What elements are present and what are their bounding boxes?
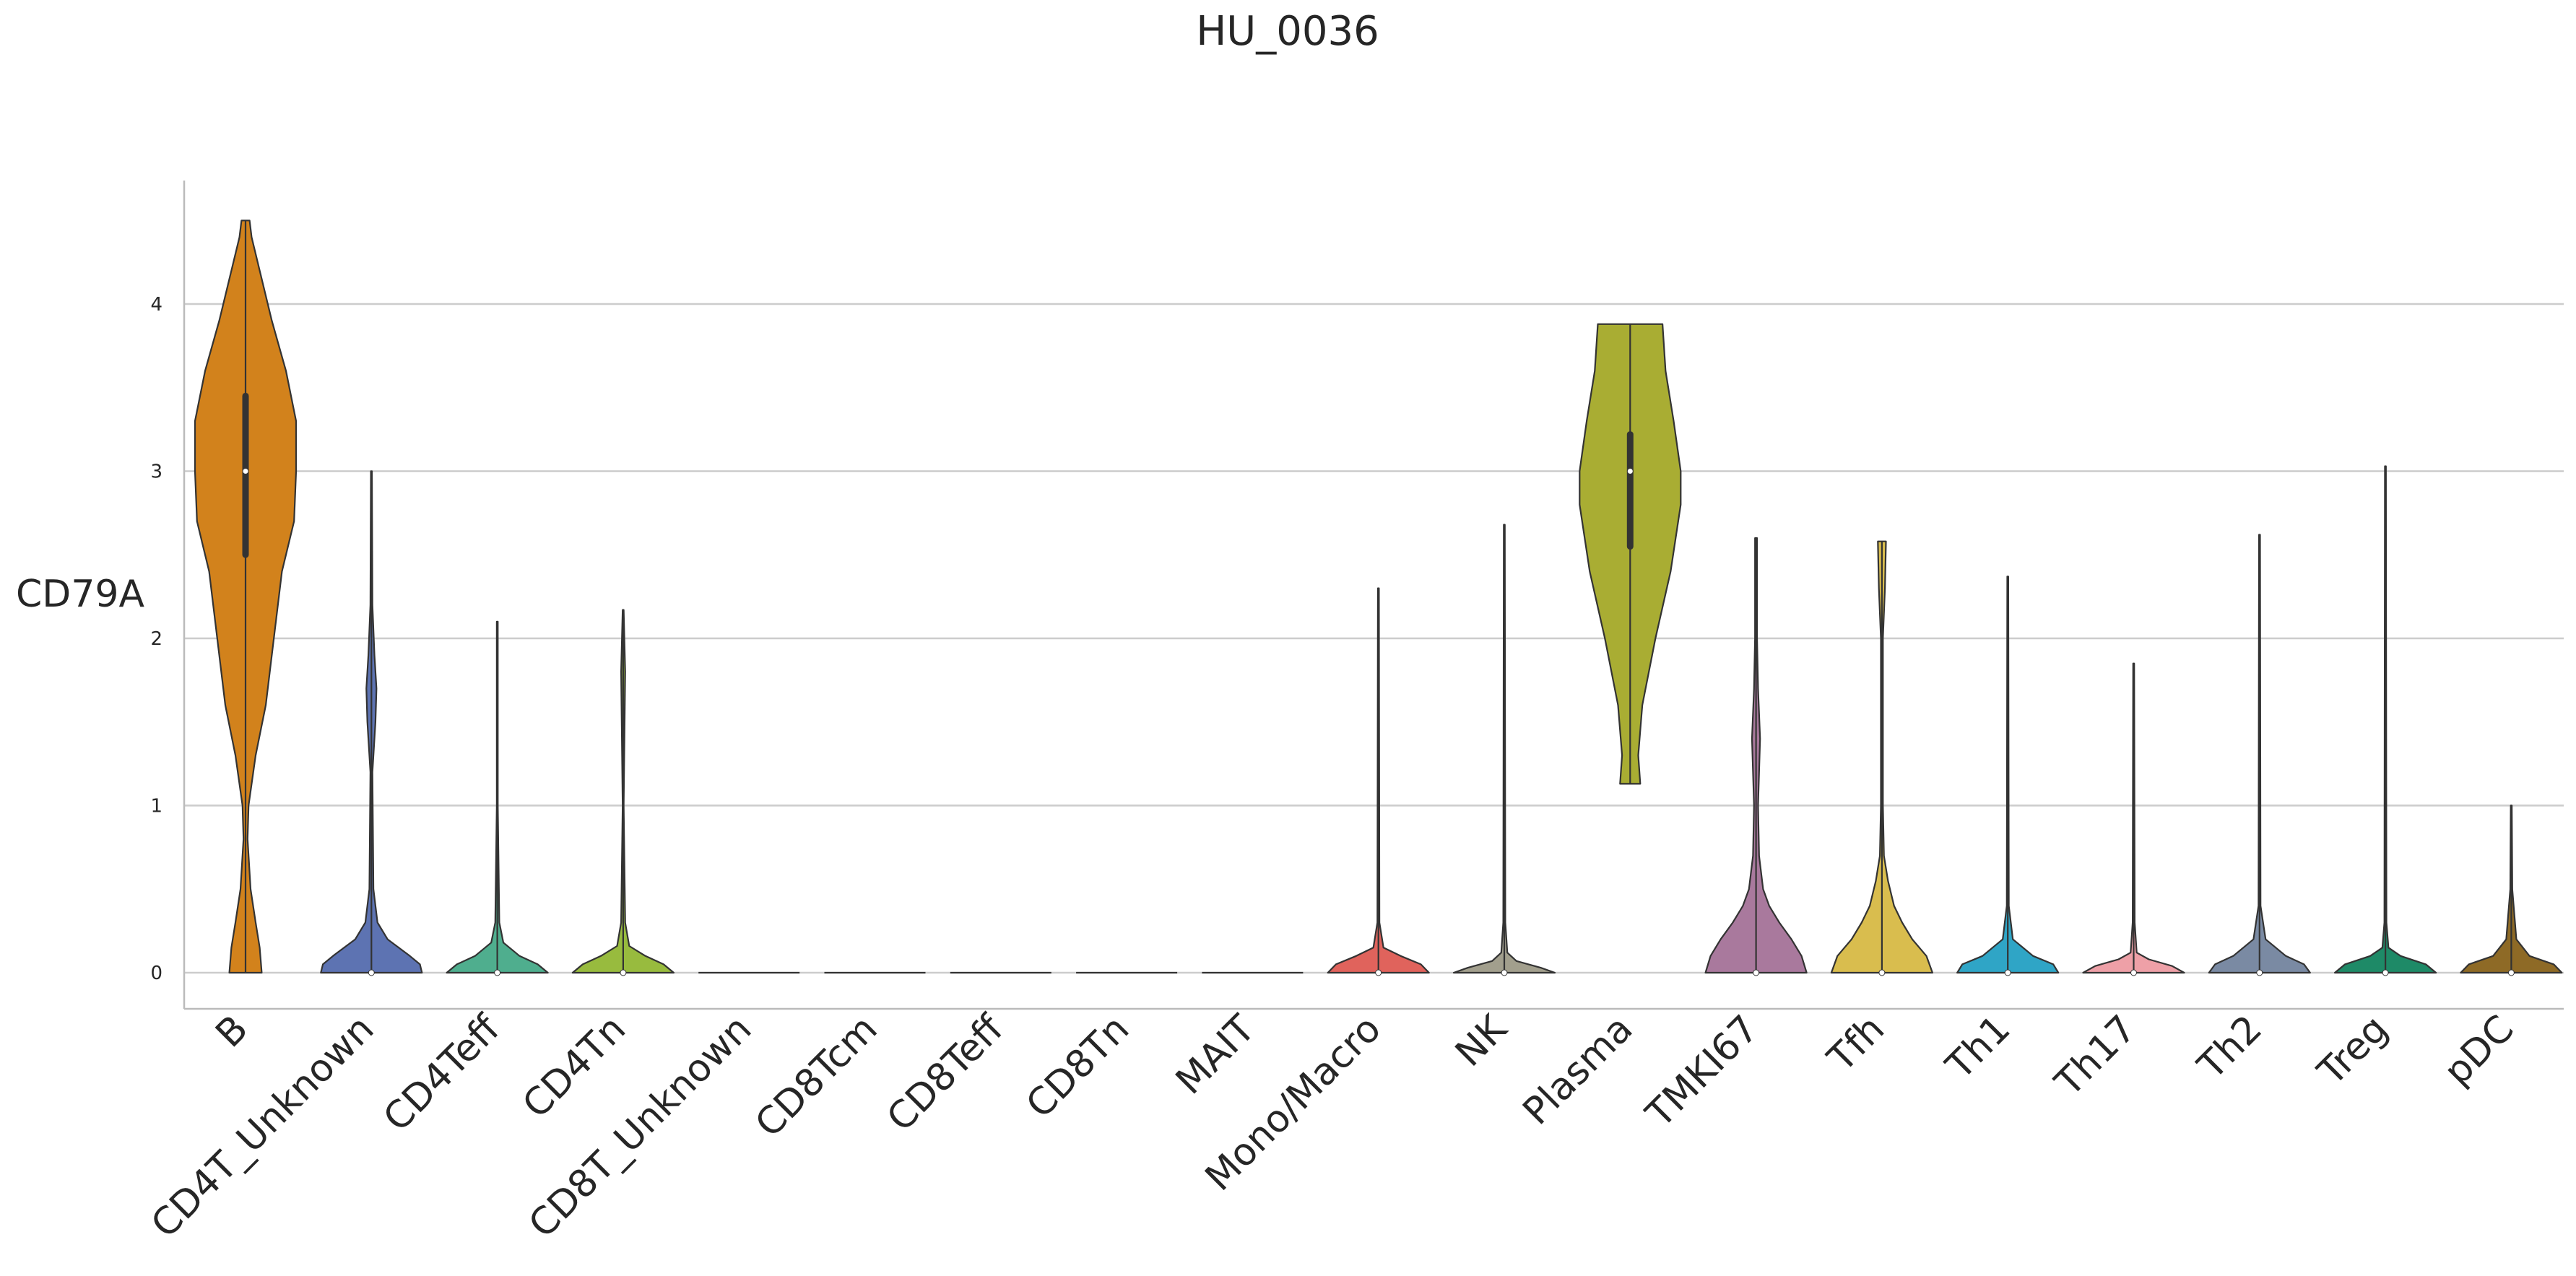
y-tick-label: 2: [150, 628, 162, 650]
gridlines: [184, 303, 2564, 974]
x-tick-label: CD8Tn: [1018, 1007, 1138, 1127]
x-tick-label: CD4Tn: [515, 1007, 635, 1127]
violin-median-dot: [1753, 969, 1760, 976]
x-tick-label: Tfh: [1819, 1007, 1893, 1081]
axes: [183, 181, 2564, 1010]
violin-median-dot: [2382, 969, 2389, 976]
violin-th2: [2208, 534, 2311, 976]
violin-median-dot: [368, 969, 375, 976]
violin-th17: [2082, 662, 2185, 976]
violin-median-dot: [2507, 969, 2515, 976]
x-tick-label: CD8T_Unknown: [521, 1007, 760, 1246]
violin-tmki67: [1704, 537, 1808, 976]
x-tick-label: Treg: [2310, 1007, 2396, 1094]
y-tick-label: 4: [150, 294, 162, 316]
x-tick-label: pDC: [2436, 1007, 2523, 1094]
violin-th1: [1956, 576, 2060, 976]
violin-median-dot: [242, 468, 249, 474]
violin-median-dot: [1878, 969, 1886, 976]
x-tick-label: Th2: [2190, 1007, 2271, 1088]
x-tick-label: B: [208, 1007, 257, 1056]
violin-cd4t-unknown: [320, 470, 423, 976]
x-tick-label: Th17: [2047, 1007, 2145, 1106]
x-tick-label: CD8Teff: [879, 1007, 1012, 1140]
y-tick-labels: 0 1 2 3 4: [150, 294, 162, 984]
violin-tfh: [1830, 540, 1933, 976]
violin-nk: [1452, 524, 1556, 976]
violin-cd4teff: [446, 620, 549, 976]
y-tick-label: 1: [150, 796, 162, 817]
chart-title: HU_0036: [1196, 8, 1379, 55]
violin-median-dot: [620, 969, 627, 976]
x-tick-label: CD4Teff: [376, 1007, 509, 1140]
violin-cd4tn: [571, 609, 675, 976]
x-tick-label: NK: [1447, 1006, 1516, 1075]
violin-treg: [2334, 465, 2437, 976]
y-tick-label: 3: [150, 461, 162, 483]
violins: [194, 220, 2563, 976]
x-tick-label: Plasma: [1515, 1007, 1642, 1134]
violin-median-dot: [2130, 969, 2137, 976]
violin-median-dot: [2256, 969, 2263, 976]
violin-median-dot: [2004, 969, 2011, 976]
violin-mono-macro: [1327, 587, 1430, 976]
y-axis-label: CD79A: [16, 573, 145, 616]
violin-median-dot: [1501, 969, 1508, 976]
y-tick-label: 0: [150, 963, 162, 984]
x-tick-label: TMKI67: [1638, 1007, 1767, 1137]
x-tick-label: CD8Tcm: [747, 1007, 886, 1146]
violin-median-dot: [1626, 468, 1634, 474]
violin-plasma: [1579, 323, 1682, 785]
x-tick-label: Th1: [1938, 1007, 2018, 1088]
x-tick-label: MAIT: [1168, 1007, 1264, 1103]
violin-median-dot: [494, 969, 501, 976]
x-tick-label: CD4T_Unknown: [143, 1007, 382, 1246]
violin-b: [194, 220, 298, 974]
violin-pdc: [2460, 804, 2563, 976]
violin-median-dot: [1375, 969, 1382, 976]
